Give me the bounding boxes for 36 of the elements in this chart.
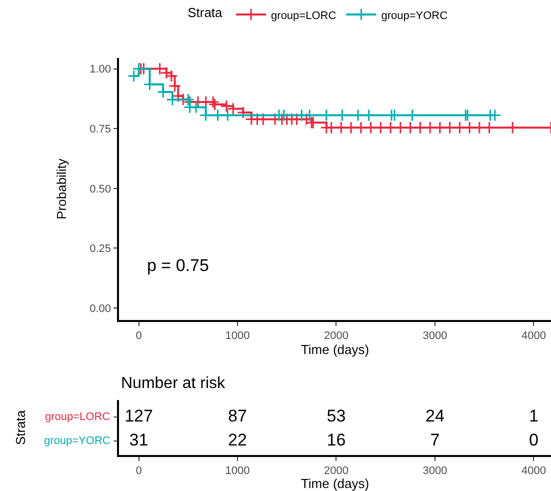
data-label: 16 [326,430,346,450]
data-label: 87 [228,406,247,426]
x-tick-label: 1000 [225,330,250,342]
annotation: p = 0.75 [147,256,209,275]
data-label: 31 [129,430,148,450]
y-tick-label: 1.00 [90,64,112,76]
y-axis-title: Probability [54,158,70,220]
y-axis-title: Strata [13,410,28,445]
data-label: 127 [124,406,153,426]
y-tick-label: 0.25 [90,243,112,256]
data-label: 22 [228,430,247,450]
x-tick-label: 3000 [422,330,448,342]
x-tick-label: 2000 [324,464,348,477]
x-tick-label: 0 [136,464,142,477]
x-tick-label: 3000 [422,464,448,477]
y-tick-label: 0.00 [90,302,112,315]
x-tick-label: 2000 [324,330,348,342]
y-tick-label: 0.50 [90,183,112,196]
data-label: 53 [326,406,346,426]
chart-title: Number at risk [121,375,226,392]
legend-label: group=LORC [271,10,336,22]
data-label: 0 [528,430,538,450]
data-label: 1 [528,406,538,426]
x-tick-label: 0 [136,330,142,342]
x-tick-label: 4000 [521,330,546,342]
y-tick-label: 0.75 [90,123,112,136]
legend-title: Strata [188,4,224,20]
data-label: 7 [430,430,440,450]
x-axis-title: Time (days) [300,476,370,491]
data-label: 24 [426,406,444,426]
y-tick-label: group=YORC [44,435,110,447]
legend-label: group=YORC [381,10,448,22]
x-axis-title: Time (days) [300,342,370,357]
y-tick-label: group=LORC [45,411,110,423]
x-tick-label: 4000 [521,464,546,477]
x-tick-label: 1000 [225,464,250,477]
